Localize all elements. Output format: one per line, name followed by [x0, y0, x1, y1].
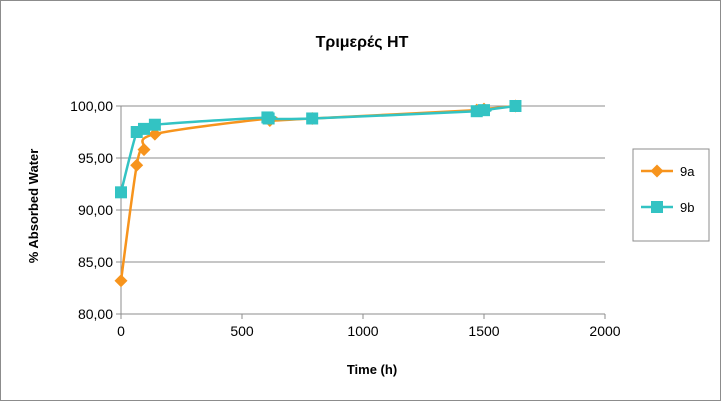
data-point-9b [262, 112, 275, 125]
x-tick-label: 500 [230, 323, 254, 339]
legend-label: 9b [680, 200, 694, 215]
y-axis-label: % Absorbed Water [26, 149, 41, 264]
data-point-9b [148, 118, 161, 131]
tick-labels: 80,00 85,00 90,00 95,00 100,00 0 500 1000 1500 20… [70, 98, 621, 339]
gridlines [121, 105, 605, 263]
y-tick-label: 95,00 [78, 150, 113, 166]
x-tick-label: 1500 [468, 323, 499, 339]
data-point-9b [478, 104, 490, 117]
data-point-9b [509, 100, 522, 112]
x-tick-label: 1000 [347, 323, 378, 339]
x-tick-label: 2000 [589, 323, 620, 339]
data-point-9a [148, 127, 162, 141]
y-tick-label: 80,00 [78, 306, 113, 322]
legend-label: 9a [680, 164, 695, 179]
y-tick-label: 90,00 [78, 202, 113, 218]
legend-box [632, 148, 710, 242]
x-axis-label: Time (h) [347, 362, 397, 377]
data-point-9a [130, 158, 144, 172]
series-line-9a [119, 104, 516, 281]
series-line-9b [119, 104, 516, 193]
legend-swatch-marker [651, 201, 663, 213]
axes [116, 105, 606, 319]
chart-title: Τριμερές HT [316, 34, 409, 51]
data-point-9a [137, 143, 151, 157]
legend-swatch-marker [650, 164, 664, 178]
series-9a [114, 99, 522, 288]
data-point-9b [137, 122, 150, 135]
data-point-9a [114, 274, 128, 288]
y-tick-label: 100,00 [70, 98, 113, 114]
legend: 9a 9b [632, 148, 710, 242]
series-9b [115, 100, 522, 199]
y-tick-label: 85,00 [78, 254, 113, 270]
series-layer [114, 99, 522, 288]
data-point-9b [306, 112, 319, 125]
x-tick-label: 0 [117, 323, 125, 339]
data-point-9b [115, 186, 127, 199]
